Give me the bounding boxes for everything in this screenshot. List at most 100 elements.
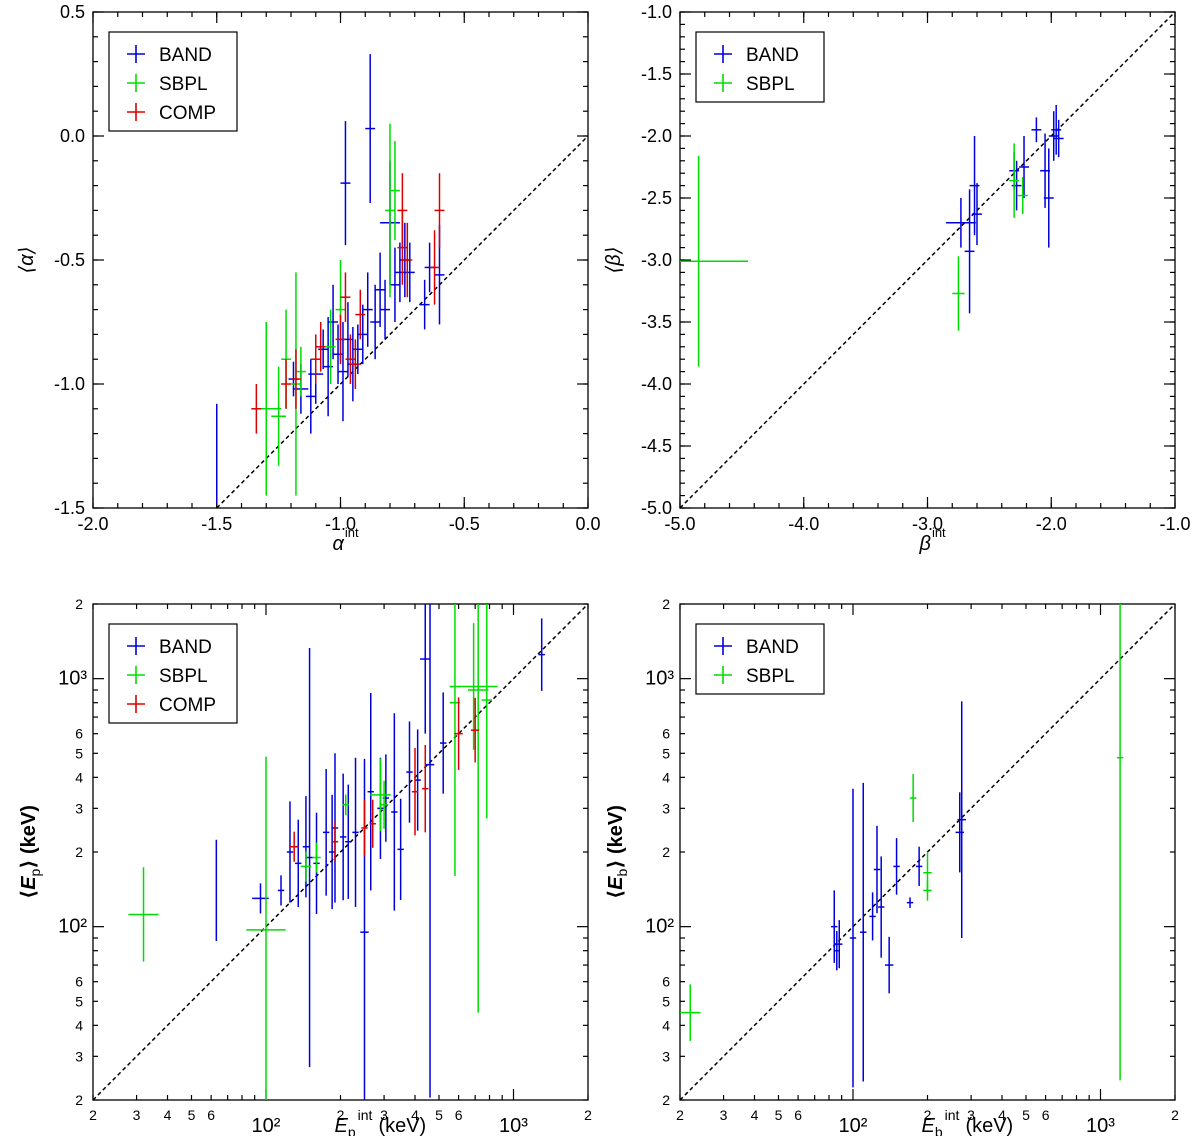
epeak-point-comp <box>470 697 480 763</box>
ebreak-point-band <box>955 792 964 873</box>
alpha-legend-box <box>108 31 238 132</box>
panel-epeak: 10²10²10³10³2233445566223344556622BANDSB… <box>18 596 592 1136</box>
epeak-legend-label-comp: COMP <box>159 695 216 716</box>
beta-y-tick-label: -3.5 <box>641 312 672 332</box>
epeak-point-band <box>440 692 447 794</box>
beta-point-band <box>946 198 976 248</box>
epeak-diagonal-line <box>93 604 588 1100</box>
epeak-x-minor-label: 2 <box>337 1107 345 1123</box>
epeak-ticks <box>92 603 589 1101</box>
beta-y-tick-label: -4.5 <box>641 436 672 456</box>
epeak-point-band <box>352 757 359 908</box>
ebreak-series-sbpl <box>680 604 1124 1081</box>
alpha-x-tick-label: -1.5 <box>201 514 232 534</box>
alpha-y-tick-label: -1.0 <box>54 374 85 394</box>
epeak-point-band <box>286 801 294 903</box>
alpha-data <box>216 54 588 508</box>
ebreak-diagonal-line <box>680 604 1175 1100</box>
alpha-point-band <box>338 322 348 422</box>
alpha-x-tick-label: -0.5 <box>449 514 480 534</box>
beta-legend: BAND SBPL <box>695 31 825 103</box>
beta-point-band <box>1031 117 1042 143</box>
ebreak-y-axis-label: ⟨Eb⟩ (keV) <box>605 805 630 899</box>
alpha-point-comp <box>281 359 291 409</box>
alpha-point-sbpl <box>385 123 395 298</box>
ebreak-y-minor-label: 2 <box>662 596 670 612</box>
epeak-y-minor-label: 2 <box>75 596 83 612</box>
epeak-y-axis-label: ⟨Ep⟩ (keV) <box>18 805 43 899</box>
ebreak-point-sbpl <box>1116 604 1124 1081</box>
epeak-x-minor-label: 5 <box>435 1107 443 1123</box>
beta-point-sbpl <box>952 256 965 331</box>
epeak-point-sbpl <box>128 867 159 962</box>
panel-beta: -5.0 -4.0 -3.0 -2.0 -1.0 -5.0 -4.5 -4.0 -3.5 -3.0… <box>603 2 1191 555</box>
ebreak-point-sbpl <box>680 984 701 1041</box>
alpha-point-band <box>419 279 430 330</box>
alpha-point-band <box>404 242 415 303</box>
epeak-x-minor-label: 2 <box>89 1107 97 1123</box>
alpha-series-comp <box>251 173 445 434</box>
beta-x-tick-label: -4.0 <box>788 514 819 534</box>
beta-x-tick-label: -3.0 <box>912 514 943 534</box>
beta-point-band <box>1043 148 1054 248</box>
alpha-x-tick-label: 0.0 <box>575 514 600 534</box>
epeak-x-minor-label: 4 <box>411 1107 419 1123</box>
epeak-point-comp <box>369 799 376 848</box>
epeak-data <box>93 604 588 1100</box>
epeak-x-major-label: 10² <box>252 1115 281 1136</box>
beta-point-band <box>972 183 982 246</box>
ebreak-x-minor-label: 3 <box>967 1107 975 1123</box>
beta-legend-box <box>695 31 825 103</box>
ebreak-legend-label-band: BAND <box>746 637 799 658</box>
ebreak-series-band <box>831 701 966 1088</box>
alpha-legend-label-sbpl: SBPL <box>159 74 208 95</box>
alpha-point-band <box>333 324 343 384</box>
alpha-x-axis-label: αint <box>333 525 360 555</box>
alpha-point-comp <box>355 289 366 340</box>
ebreak-y-minor-label: 2 <box>662 844 670 860</box>
ebreak-point-band <box>893 838 900 895</box>
ebreak-point-band <box>957 701 966 939</box>
alpha-legend-label-comp: COMP <box>159 103 216 124</box>
beta-y-tick-label: -4.0 <box>641 374 672 394</box>
epeak-point-comp <box>289 831 299 862</box>
epeak-point-sbpl <box>300 851 312 882</box>
alpha-point-comp <box>350 339 361 389</box>
alpha-point-band <box>394 242 405 303</box>
ebreak-x-minor-label: 6 <box>794 1107 802 1123</box>
alpha-point-sbpl <box>390 140 400 241</box>
epeak-point-band <box>277 875 285 906</box>
ebreak-x-major-label: 10³ <box>1086 1115 1115 1136</box>
alpha-point-sbpl <box>325 309 336 384</box>
beta-data <box>680 12 1175 508</box>
epeak-y-major-label: 10² <box>58 916 87 938</box>
epeak-point-sbpl <box>342 794 349 816</box>
ebreak-ticks <box>679 603 1176 1101</box>
ebreak-point-band <box>869 892 876 941</box>
beta-series-sbpl <box>680 143 1028 367</box>
beta-point-sbpl <box>680 155 749 367</box>
epeak-x-minor-label: 2 <box>584 1107 592 1123</box>
ebreak-point-band <box>878 856 885 958</box>
epeak-point-band <box>406 721 413 823</box>
ebreak-y-major-label: 10³ <box>645 668 674 690</box>
epeak-y-minor-label: 2 <box>75 1092 83 1108</box>
ebreak-point-band <box>884 936 894 994</box>
ebreak-point-band <box>849 788 857 1088</box>
epeak-y-minor-label: 5 <box>75 745 83 761</box>
epeak-series-comp <box>289 697 480 862</box>
epeak-point-band <box>339 773 347 901</box>
ebreak-y-minor-label: 6 <box>662 726 670 742</box>
epeak-point-comp <box>361 799 368 857</box>
beta-point-sbpl <box>1017 176 1028 215</box>
ebreak-x-minor-label: 4 <box>751 1107 759 1123</box>
alpha-point-comp <box>315 322 326 372</box>
epeak-point-band <box>397 798 404 900</box>
alpha-legend-label-band: BAND <box>159 45 212 66</box>
alpha-point-sbpl <box>271 366 287 466</box>
ebreak-x-minor-label: 3 <box>720 1107 728 1123</box>
beta-point-band <box>1051 105 1062 155</box>
beta-point-band <box>969 136 980 236</box>
ebreak-point-band <box>860 782 867 1082</box>
epeak-point-sbpl <box>312 842 321 873</box>
